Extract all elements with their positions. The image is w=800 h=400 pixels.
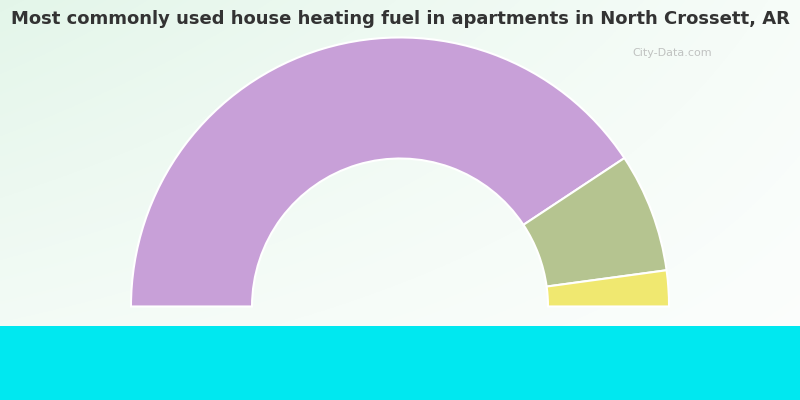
Wedge shape	[523, 158, 666, 286]
Text: City-Data.com: City-Data.com	[632, 48, 712, 58]
Text: Most commonly used house heating fuel in apartments in North Crossett, AR: Most commonly used house heating fuel in…	[10, 10, 790, 28]
Bar	[0, 326, 800, 400]
Wedge shape	[131, 38, 624, 306]
Wedge shape	[546, 270, 669, 306]
